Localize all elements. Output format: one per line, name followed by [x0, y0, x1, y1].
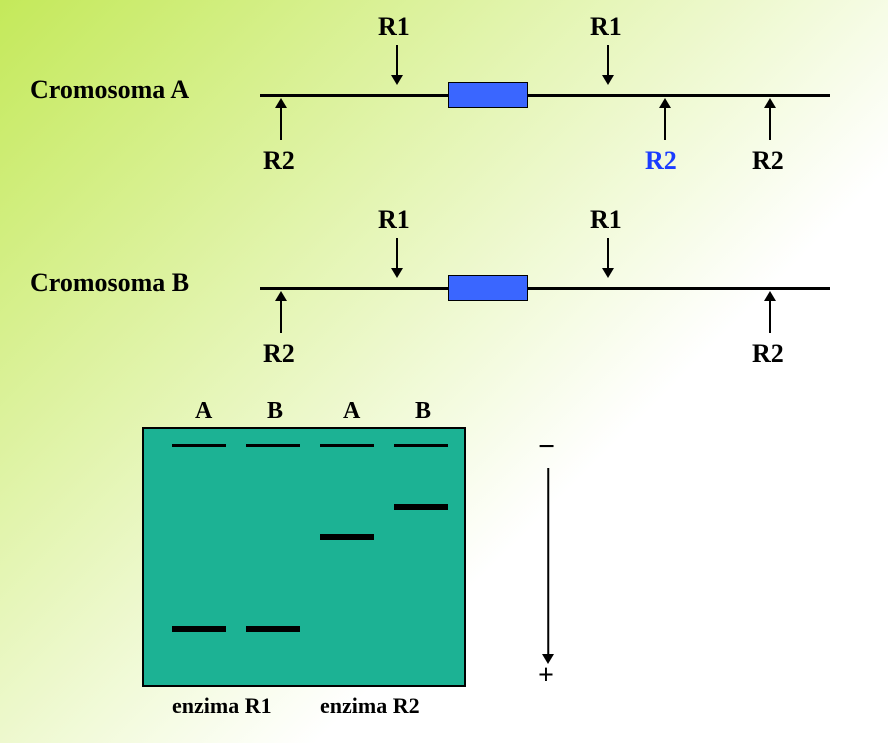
site-label-r1: R1 — [378, 12, 410, 42]
site-label-r1: R1 — [378, 205, 410, 235]
site-label-r2: R2 — [752, 146, 784, 176]
gel-band — [394, 444, 448, 447]
gel-band — [394, 504, 448, 510]
site-label-r2: R2 — [263, 146, 295, 176]
site-label-r2: R2 — [263, 339, 295, 369]
gel-band — [320, 534, 374, 540]
chrom-a-title: Cromosoma A — [30, 75, 189, 105]
up-arrow — [659, 98, 671, 148]
up-arrow — [275, 291, 287, 341]
chrom-a-line — [260, 94, 830, 97]
gel-enzyme-label: enzima R1 — [172, 693, 272, 719]
gel-lane-label: A — [343, 398, 360, 425]
site-label-r2: R2 — [645, 146, 677, 176]
site-label-r2: R2 — [752, 339, 784, 369]
gel-box — [142, 427, 466, 687]
chrom-b-title: Cromosoma B — [30, 268, 189, 298]
gel-lane-label: B — [267, 398, 283, 425]
gel-band — [172, 626, 226, 632]
gel-band — [172, 444, 226, 447]
gene-box-a — [448, 82, 528, 108]
polarity-arrow — [542, 468, 554, 666]
gel-lane-label: B — [415, 398, 431, 425]
gene-box-b — [448, 275, 528, 301]
up-arrow — [764, 291, 776, 341]
chrom-b-line — [260, 287, 830, 290]
site-label-r1: R1 — [590, 205, 622, 235]
gel-enzyme-label: enzima R2 — [320, 693, 420, 719]
site-label-r1: R1 — [590, 12, 622, 42]
gel-lane-label: A — [195, 398, 212, 425]
up-arrow — [275, 98, 287, 148]
gel-band — [246, 444, 300, 447]
up-arrow — [764, 98, 776, 148]
polarity-minus: − — [538, 430, 555, 464]
gel-band — [246, 626, 300, 632]
gel-band — [320, 444, 374, 447]
diagram-root: Cromosoma A R1 R1 R2 R2 R2 Cromosoma B R1 R1 R2 R2… — [0, 0, 888, 743]
